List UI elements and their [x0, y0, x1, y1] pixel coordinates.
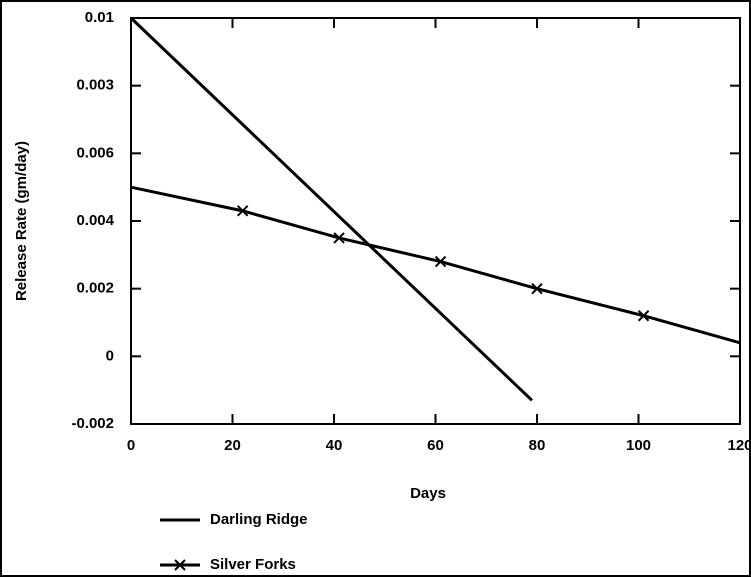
marker: [434, 255, 447, 268]
marker: [236, 205, 249, 217]
y-axis-label: Release Rate (gm/day): [13, 141, 30, 301]
series-line: [129, 16, 533, 402]
x-tick-label: 80: [529, 437, 546, 454]
y-tick-label: 0.003: [76, 77, 114, 94]
y-tick-label: 0.004: [76, 212, 114, 229]
y-tick-label: 0: [106, 347, 114, 364]
marker: [637, 310, 650, 322]
marker: [531, 282, 543, 295]
x-tick-label: 100: [626, 437, 651, 454]
marker: [333, 232, 345, 244]
y-tick-label: 0.01: [85, 9, 114, 26]
x-tick-label: 60: [427, 437, 444, 454]
y-tick-label: 0.002: [76, 280, 114, 297]
y-tick-label: -0.002: [71, 415, 114, 432]
y-tick-label: 0.006: [76, 144, 114, 161]
legend-label: Silver Forks: [210, 556, 296, 573]
marker: [174, 559, 186, 571]
x-tick-label: 120: [727, 437, 751, 454]
legend-label: Darling Ridge: [210, 511, 308, 528]
x-tick-label: 20: [224, 437, 241, 454]
x-tick-label: 0: [127, 437, 135, 454]
x-tick-label: 40: [326, 437, 343, 454]
x-axis-label: Days: [410, 485, 446, 502]
plot-frame: [130, 17, 741, 425]
